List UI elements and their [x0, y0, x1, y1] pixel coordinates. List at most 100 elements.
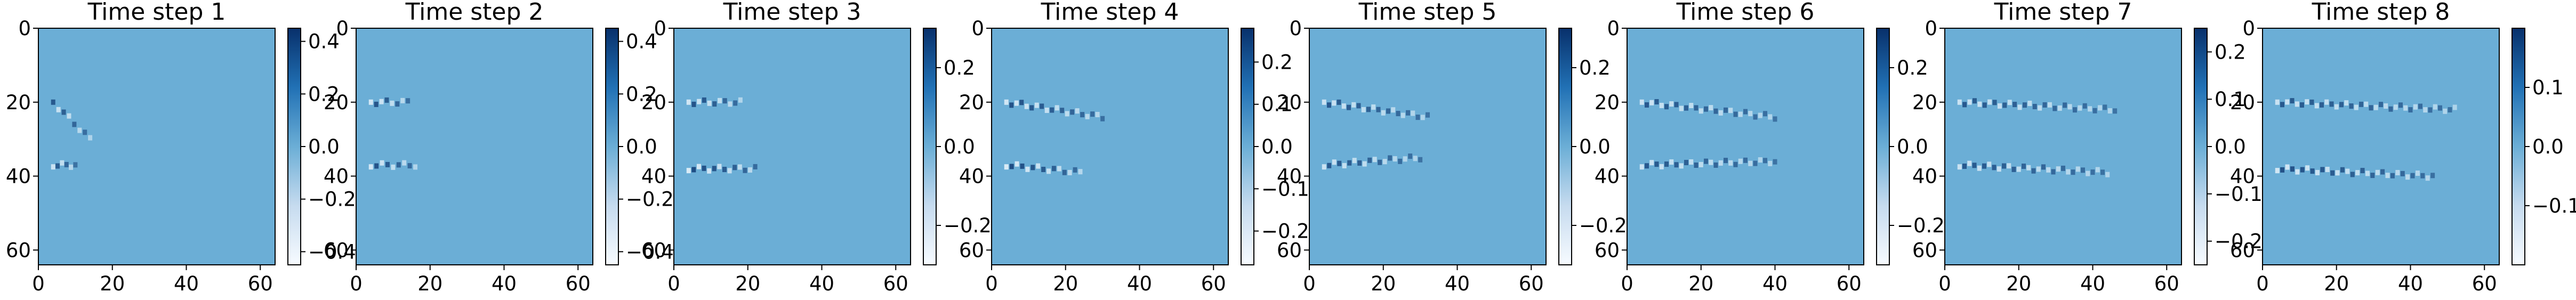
feature-cell: [61, 109, 66, 115]
feature-cell: [2430, 173, 2435, 179]
feature-cell: [395, 101, 400, 107]
feature-cell: [1004, 99, 1009, 105]
feature-cell: [2334, 104, 2339, 110]
feature-cell: [2415, 171, 2420, 176]
y-tick-label: 0: [1289, 17, 1302, 40]
feature-cell: [1977, 101, 1982, 107]
feature-cell: [1649, 160, 1654, 166]
feature-cell: [413, 164, 417, 170]
y-tick-label: 40: [1277, 165, 1302, 188]
feature-cell: [1403, 156, 1407, 162]
colorbar: [1241, 28, 1254, 265]
feature-cell: [1972, 163, 1977, 168]
feature-cell: [691, 101, 696, 107]
feature-cell: [1763, 158, 1767, 164]
colorbar-tick-label: 0.1: [1261, 93, 1293, 116]
feature-cell: [1398, 158, 1403, 164]
x-tick-label: 60: [566, 272, 591, 295]
feature-cell: [1639, 99, 1644, 105]
feature-cell: [402, 160, 407, 166]
feature-cell: [2031, 168, 2036, 174]
feature-cell: [1337, 160, 1342, 166]
feature-cell: [77, 127, 82, 133]
heatmap-field: [1945, 28, 2181, 265]
feature-cell: [1997, 166, 2001, 172]
feature-cell: [1709, 105, 1713, 111]
feature-cell: [73, 162, 78, 168]
feature-cell: [1396, 111, 1400, 117]
feature-cell: [56, 107, 61, 112]
feature-cell: [2002, 102, 2007, 108]
feature-cell: [2300, 167, 2305, 173]
feature-cell: [1352, 158, 1357, 164]
feature-cell: [1420, 115, 1425, 120]
feature-cell: [1758, 157, 1762, 163]
feature-cell: [1982, 163, 1986, 169]
feature-cell: [2433, 104, 2437, 110]
feature-cell: [1337, 99, 1341, 105]
panel-4: Time step 40 20 40 6002040600.20.10.0−0.1−0…: [959, 0, 1309, 295]
feature-cell: [2007, 100, 2012, 106]
feature-cell: [717, 164, 722, 169]
feature-cell: [2022, 102, 2027, 108]
feature-cell: [1645, 163, 1649, 169]
feature-cell: [737, 164, 742, 170]
feature-cell: [1371, 104, 1376, 110]
colorbar-tick-label: 0.0: [1261, 135, 1293, 158]
colorbar-tick-label: 0.0: [1579, 135, 1611, 158]
feature-cell: [88, 135, 93, 141]
feature-cell: [686, 168, 691, 174]
colorbar-tick-label: 0.0: [944, 135, 975, 158]
feature-cell: [72, 121, 77, 127]
feature-cell: [1773, 159, 1777, 165]
feature-cell: [2066, 169, 2071, 175]
y-tick-label: 20: [959, 91, 984, 114]
colorbar-tick-label: −0.1: [2215, 183, 2263, 206]
feature-cell: [1367, 157, 1372, 163]
y-tick-label: 40: [959, 165, 984, 188]
feature-cell: [2438, 105, 2442, 111]
feature-cell: [718, 98, 722, 103]
feature-cell: [391, 164, 396, 170]
feature-cell: [2315, 169, 2320, 175]
feature-cell: [2408, 107, 2413, 113]
feature-cell: [2300, 102, 2304, 108]
feature-cell: [1372, 157, 1377, 163]
feature-cell: [1411, 110, 1415, 116]
feature-cell: [1718, 160, 1723, 166]
heatmap-features: [368, 97, 417, 170]
feature-cell: [1718, 110, 1723, 116]
colorbar-tick-label: −0.2: [1579, 214, 1627, 237]
feature-cell: [1322, 164, 1326, 170]
feature-cell: [1051, 166, 1056, 172]
feature-cell: [2056, 166, 2060, 172]
feature-cell: [1044, 108, 1049, 113]
feature-cell: [1768, 114, 1773, 120]
x-tick-label: 20: [2006, 272, 2031, 295]
x-tick-label: 60: [2154, 272, 2179, 295]
feature-cell: [1753, 160, 1758, 166]
feature-cell: [1073, 167, 1077, 173]
feature-cell: [733, 100, 738, 106]
feature-cell: [2423, 107, 2428, 113]
heatmap-features: [686, 97, 758, 174]
feature-cell: [368, 99, 373, 105]
feature-cell: [1351, 102, 1356, 108]
feature-cell: [396, 162, 401, 168]
feature-cell: [2310, 168, 2315, 174]
feature-cell: [2097, 105, 2102, 111]
feature-cell: [2365, 171, 2370, 176]
feature-cell: [1733, 161, 1738, 167]
y-tick-label: 60: [2230, 239, 2255, 262]
feature-cell: [374, 101, 379, 107]
feature-cell: [1376, 107, 1381, 112]
feature-cell: [1057, 166, 1061, 172]
feature-cell: [1347, 104, 1351, 110]
colorbar-tick-label: 0.0: [308, 135, 340, 158]
feature-cell: [1748, 111, 1753, 117]
feature-cell: [407, 163, 412, 169]
feature-cell: [1332, 100, 1337, 106]
feature-cell: [1034, 102, 1039, 108]
feature-cell: [2309, 99, 2314, 105]
